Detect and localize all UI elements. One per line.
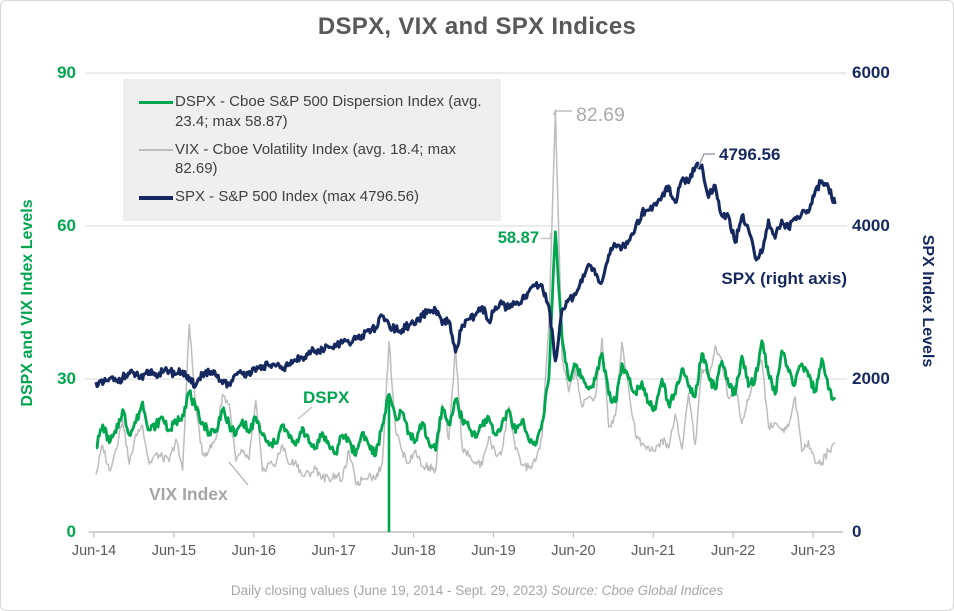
vix-label-leader-line	[228, 461, 249, 486]
x-axis-label: Jun-19	[471, 543, 516, 559]
x-axis-label: Jun-18	[391, 543, 436, 559]
x-axis-label: Jun-22	[711, 543, 756, 559]
left-axis-tick-0: 0	[66, 522, 76, 541]
dspx-line	[95, 230, 837, 458]
right-axis-title: SPX Index Levels	[919, 234, 936, 368]
x-axis-label: Jun-17	[311, 543, 356, 559]
gridlines	[85, 72, 847, 380]
left-axis-tick-90: 90	[57, 63, 76, 82]
x-axis-tickmarks	[93, 532, 814, 538]
footer-note: Daily closing values (June 19, 2014 - Se…	[1, 583, 953, 598]
legend: DSPX - Cboe S&P 500 Dispersion Index (av…	[123, 79, 501, 221]
chart-title: DSPX, VIX and SPX Indices	[317, 13, 637, 40]
x-axis-label: Jun-21	[631, 543, 676, 559]
legend-label-spx: SPX - S&P 500 Index (max 4796.56)	[175, 188, 420, 206]
x-axis-label: Jun-23	[790, 543, 836, 559]
vix-max-leader-line	[552, 110, 572, 116]
vix-line-swatch-icon	[139, 148, 173, 151]
right-axis-tick-6000: 6000	[852, 63, 890, 82]
right-axis-tick-2000: 2000	[852, 369, 890, 388]
dspx-label-leader-line	[297, 406, 313, 420]
spx-series-label: SPX (right axis)	[721, 269, 847, 288]
right-axis-tick-4000: 4000	[852, 216, 890, 235]
legend-item-dspx: DSPX - Cboe S&P 500 Dispersion Index (av…	[139, 92, 489, 132]
legend-item-vix: VIX - Cboe Volatility Index (avg. 18.4; …	[139, 140, 489, 180]
legend-label-dspx: DSPX - Cboe S&P 500 Dispersion Index (av…	[175, 93, 482, 130]
footer-source-text: ) Source: Cboe Global Indices	[543, 583, 724, 598]
x-axis-label: Jun-16	[231, 543, 276, 559]
spx-line	[94, 161, 837, 389]
spx-max-leader-line	[697, 153, 715, 169]
left-axis-tick-60: 60	[57, 216, 76, 235]
spx-max-callout: 4796.56	[719, 145, 781, 164]
vix-max-callout: 82.69	[576, 104, 625, 126]
x-axis-label: Jun-20	[551, 543, 596, 559]
dspx-max-callout: 58.87	[497, 229, 539, 247]
dspx-series-label: DSPX	[303, 388, 350, 407]
legend-label-vix: VIX - Cboe Volatility Index (avg. 18.4; …	[175, 140, 456, 178]
legend-item-spx: SPX - S&P 500 Index (max 4796.56)	[139, 187, 489, 207]
vix-series-label: VIX Index	[149, 484, 228, 504]
right-axis-tick-0: 0	[852, 522, 862, 541]
left-axis-title: DSPX and VIX Index Levels	[19, 199, 36, 407]
footer-note-text: Daily closing values (June 19, 2014 - Se…	[230, 583, 544, 598]
spx-line-swatch-icon	[139, 196, 173, 201]
left-axis-tick-30: 30	[57, 369, 76, 388]
annotation-leader-lines	[228, 110, 715, 486]
series-lines	[94, 109, 837, 532]
x-axis-label: Jun-15	[151, 543, 197, 559]
dspx-max-leader-line	[541, 233, 552, 240]
x-axis-label: Jun-14	[71, 543, 117, 559]
dspx-line-swatch-icon	[139, 101, 173, 104]
